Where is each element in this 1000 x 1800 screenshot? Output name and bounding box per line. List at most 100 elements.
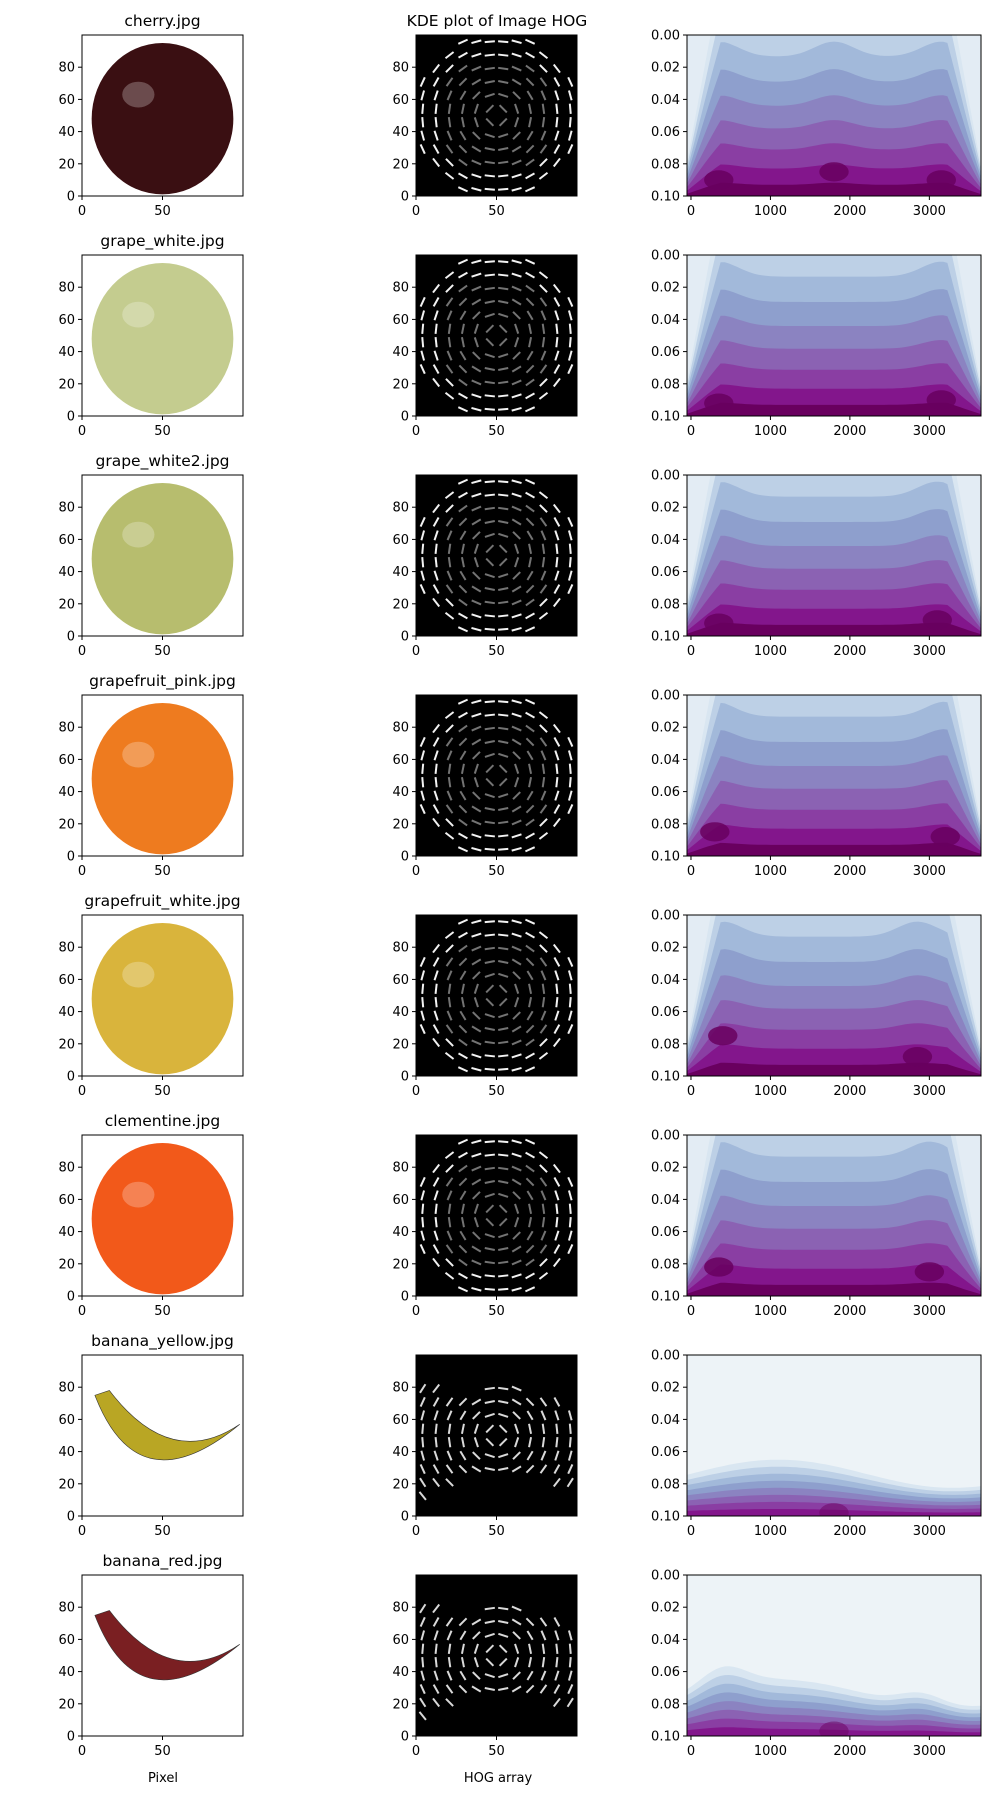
hog-gradient-mark bbox=[525, 957, 535, 967]
hog-gradient-mark bbox=[447, 117, 452, 128]
hog-gradient-mark bbox=[432, 1617, 440, 1627]
y-tick-label: 80 bbox=[58, 61, 75, 76]
hog-gradient-mark bbox=[472, 91, 481, 100]
y-tick-label: 0 bbox=[401, 190, 409, 205]
x-tick-label: 50 bbox=[154, 1524, 171, 1539]
y-tick-label: 0 bbox=[67, 1730, 75, 1745]
hog-gradient-mark bbox=[555, 1217, 559, 1228]
x-tick-label: 50 bbox=[488, 644, 505, 659]
hog-gradient-mark bbox=[498, 506, 509, 511]
y-tick-label: 0.04 bbox=[651, 313, 680, 328]
axes-frame bbox=[686, 254, 982, 417]
y-tick-label: 0.06 bbox=[651, 1005, 680, 1020]
hog-gradient-mark bbox=[457, 406, 469, 413]
hog-gradient-mark bbox=[447, 337, 452, 348]
hog-gradient-mark bbox=[511, 725, 522, 732]
hog-gradient-mark bbox=[511, 919, 522, 925]
y-tick-label: 0.06 bbox=[651, 345, 680, 360]
y-tick-label: 0.10 bbox=[651, 1290, 680, 1305]
hog-gradient-mark bbox=[432, 1037, 441, 1048]
hog-gradient-mark bbox=[471, 1685, 482, 1693]
hog-gradient-mark bbox=[567, 1670, 573, 1681]
hog-gradient-mark bbox=[498, 1632, 509, 1638]
hog-gradient-mark bbox=[511, 285, 522, 292]
x-tick-label: 50 bbox=[154, 1744, 171, 1759]
hog-gradient-mark bbox=[419, 76, 426, 88]
hog-gradient-mark bbox=[498, 1166, 509, 1171]
y-tick-label: 0 bbox=[67, 410, 75, 425]
hog-gradient-mark bbox=[484, 1054, 495, 1058]
hog-gradient-mark bbox=[511, 1165, 522, 1172]
y-tick-label: 0 bbox=[67, 1510, 75, 1525]
hog-gradient-mark bbox=[446, 1450, 453, 1461]
hog-gradient-mark bbox=[552, 597, 561, 608]
hog-gradient-mark bbox=[420, 790, 426, 801]
y-tick-label: 0.10 bbox=[651, 190, 680, 205]
hog-gradient-mark bbox=[485, 1657, 495, 1667]
hog-gradient-mark bbox=[446, 350, 453, 361]
hog-gradient-mark bbox=[419, 1176, 426, 1188]
hog-gradient-mark bbox=[567, 1190, 573, 1201]
hog-gradient-mark bbox=[525, 584, 535, 594]
hog-gradient-mark bbox=[528, 1437, 533, 1448]
hog-gradient-mark bbox=[539, 64, 548, 73]
subplot-image-3: 0 20 40 60 80 0 50 grapefruit_pink.jpg bbox=[58, 672, 244, 879]
hog-gradient-mark bbox=[554, 570, 560, 581]
hog-image bbox=[416, 475, 577, 636]
y-tick-label: 20 bbox=[58, 1257, 75, 1272]
hog-gradient-mark bbox=[553, 957, 561, 967]
hog-gradient-mark bbox=[457, 698, 469, 705]
hog-gradient-mark bbox=[447, 323, 452, 334]
x-tick-label: 0 bbox=[412, 864, 420, 879]
hog-image bbox=[416, 695, 577, 856]
axes-frame bbox=[81, 914, 244, 1077]
hog-gradient-mark bbox=[472, 1231, 481, 1240]
hog-gradient-mark bbox=[498, 1619, 509, 1624]
hog-gradient-mark bbox=[473, 1657, 479, 1668]
kde-peak bbox=[704, 613, 734, 633]
hog-gradient-mark bbox=[444, 171, 455, 180]
y-tick-label: 0.06 bbox=[651, 1665, 680, 1680]
y-tick-label: 0.00 bbox=[651, 469, 680, 484]
hog-image bbox=[416, 915, 577, 1076]
hog-gradient-mark bbox=[484, 1412, 495, 1418]
subplot-kde-5: 0.00 0.02 0.04 0.06 0.08 0.10 0 1000 2000 3000 bbox=[651, 1129, 982, 1319]
hog-gradient-mark bbox=[445, 1464, 454, 1474]
x-tick-label: 1000 bbox=[754, 864, 787, 879]
hog-gradient-mark bbox=[498, 1287, 509, 1291]
hog-gradient-mark bbox=[472, 1451, 481, 1460]
hog-gradient-mark bbox=[445, 297, 454, 307]
hog-gradient-mark bbox=[471, 492, 482, 498]
hog-gradient-mark bbox=[447, 1437, 452, 1448]
hog-gradient-mark bbox=[526, 530, 534, 541]
hog-gradient-mark bbox=[447, 103, 452, 114]
x-tick-label: 0 bbox=[687, 1084, 695, 1099]
hog-gradient-mark bbox=[432, 77, 440, 87]
hog-gradient-mark bbox=[446, 130, 453, 141]
hog-gradient-mark bbox=[472, 1191, 481, 1200]
subplot-kde-0: 0.00 0.02 0.04 0.06 0.08 0.10 0 1000 2000 3000 bbox=[651, 29, 982, 219]
hog-gradient-mark bbox=[553, 804, 561, 814]
y-tick-label: 40 bbox=[392, 565, 409, 580]
hog-gradient-mark bbox=[539, 724, 548, 733]
hog-gradient-mark bbox=[525, 1244, 535, 1254]
hog-gradient-mark bbox=[434, 1437, 438, 1448]
hog-gradient-mark bbox=[485, 997, 495, 1007]
hog-gradient-mark bbox=[471, 738, 482, 746]
hog-gradient-mark bbox=[445, 77, 454, 87]
hog-gradient-mark bbox=[511, 1259, 522, 1266]
hog-gradient-mark bbox=[512, 1451, 521, 1460]
hog-gradient-mark bbox=[434, 1203, 438, 1214]
y-tick-label: 60 bbox=[58, 93, 75, 108]
hog-gradient-mark bbox=[539, 1164, 548, 1173]
hog-gradient-mark bbox=[432, 503, 441, 514]
hog-gradient-mark bbox=[447, 557, 452, 568]
hog-gradient-mark bbox=[471, 365, 482, 373]
hog-gradient-mark bbox=[460, 543, 465, 554]
hog-gradient-mark bbox=[528, 117, 533, 128]
hog-gradient-mark bbox=[525, 51, 535, 59]
hog-gradient-mark bbox=[432, 297, 440, 307]
axes-frame bbox=[81, 474, 244, 637]
hog-gradient-mark bbox=[458, 724, 468, 733]
hog-gradient-mark bbox=[484, 480, 495, 484]
